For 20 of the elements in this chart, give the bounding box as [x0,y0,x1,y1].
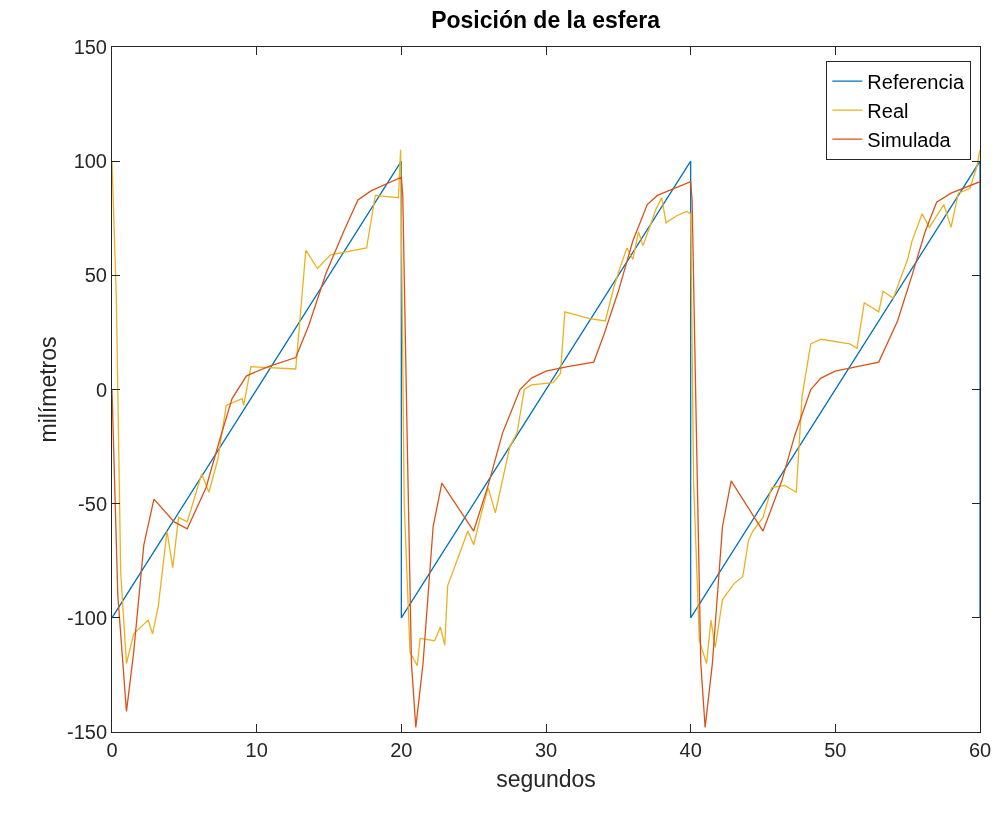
line-series [112,176,980,729]
x-tick-label: 40 [679,739,702,761]
x-tick-label: 10 [245,739,268,761]
legend-label: Referencia [867,71,965,93]
chart-title: Posición de la esfera [431,7,661,34]
y-tick-label: 50 [84,264,107,287]
y-tick-label: 150 [73,36,107,58]
y-tick-label: -100 [66,606,107,629]
y-tick-label: 100 [73,150,107,173]
y-tick-label: -150 [66,721,107,743]
x-tick-label: 60 [968,739,992,761]
y-axis-title: milímetros [35,336,61,443]
legend-label: Real [867,100,909,122]
legend-label: Simulada [867,129,952,151]
x-tick-label: 30 [534,739,558,761]
x-axis-title: segundos [496,765,596,792]
x-tick-label: 20 [390,739,413,761]
y-tick-label: 0 [95,378,107,401]
y-tick-label: -50 [78,492,107,515]
x-tick-label: 50 [824,739,847,761]
